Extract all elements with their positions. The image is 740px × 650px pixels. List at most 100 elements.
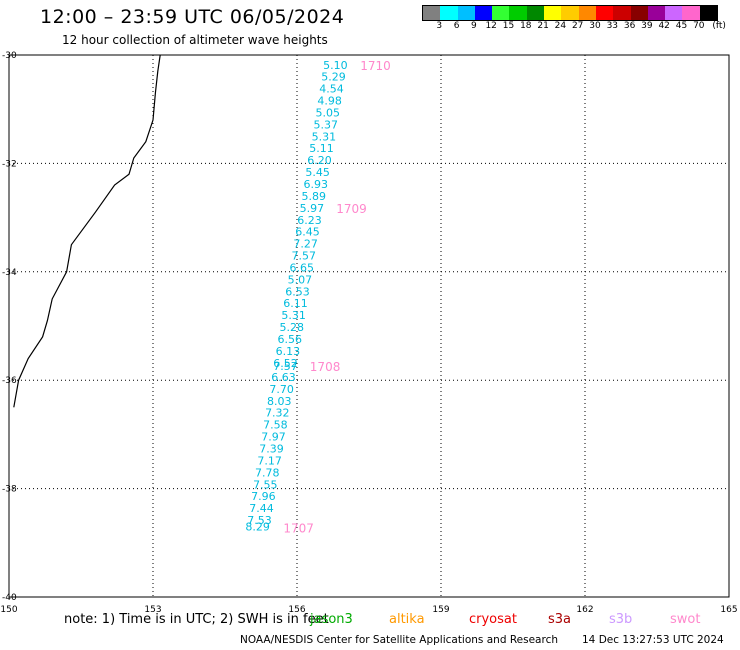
color-swatch (457, 6, 475, 20)
color-swatch (492, 6, 510, 20)
wave-height-value: 6.52 (273, 357, 298, 370)
australia-coastline (13, 54, 161, 408)
color-swatch (423, 6, 441, 20)
longitude-label: 150 (0, 605, 17, 615)
color-legend-label: 12 (485, 21, 497, 31)
map-title: 12:00 – 23:59 UTC 06/05/2024 (40, 6, 345, 28)
wave-height-value: 7.27 (293, 238, 318, 251)
wave-height-value: 7.53 (247, 514, 272, 527)
map-subtitle: 12 hour collection of altimeter wave hei… (62, 33, 328, 47)
wave-height-value: 7.70 (269, 383, 294, 396)
pass-time-label: 1710 (360, 59, 391, 73)
wave-height-value: 7.57 (291, 250, 316, 263)
satellite-legend-altika: altika (389, 612, 425, 627)
color-legend-label: 70 (693, 21, 705, 31)
wave-height-value: 7.97 (261, 431, 286, 444)
wave-height-value: 6.93 (303, 178, 328, 191)
wave-height-value: 7.39 (259, 442, 284, 455)
color-legend-label: 21 (537, 21, 549, 31)
color-swatch (699, 6, 718, 20)
pass-time-label: 1709 (336, 202, 367, 216)
color-legend-label: 39 (641, 21, 653, 31)
wave-height-value: 7.96 (251, 490, 276, 503)
color-legend-label: 27 (571, 21, 584, 31)
satellite-legend-s3b: s3b (609, 612, 633, 627)
color-legend-label: 33 (606, 21, 619, 31)
wave-height-value: 6.11 (283, 297, 308, 310)
wave-height-value: 5.45 (305, 166, 330, 179)
wave-height-value: 8.29 (245, 521, 270, 534)
wave-height-color-legend (422, 5, 719, 21)
satellite-legend-s3a: s3a (548, 612, 572, 627)
wave-height-value: 6.65 (290, 261, 315, 274)
color-legend-label: 9 (471, 21, 477, 31)
wave-height-value: 4.54 (319, 83, 344, 96)
color-legend-label: 45 (675, 21, 688, 31)
pass-time-label: 1707 (283, 522, 314, 536)
color-swatch (544, 6, 562, 20)
color-legend-labels: 3 6 9 12 15 18 21 24 27 30 33 36 39 42 45 70 (ft) (422, 21, 740, 33)
color-swatch (474, 6, 493, 20)
longitude-label: 162 (576, 605, 593, 615)
color-legend-label: 42 (658, 21, 670, 31)
satellite-legend-cryosat: cryosat (469, 612, 517, 627)
wave-height-value: 4.98 (317, 95, 342, 108)
wave-height-value: 7.32 (265, 407, 290, 420)
wave-height-value: 7.58 (263, 419, 288, 432)
wave-height-value: 7.78 (255, 466, 280, 479)
color-swatch (440, 6, 458, 20)
color-swatch (613, 6, 631, 20)
generation-timestamp: 14 Dec 13:27:53 UTC 2024 (582, 634, 724, 646)
longitude-label: 156 (288, 605, 305, 615)
wave-height-value: 5.11 (309, 142, 334, 155)
color-swatch (526, 6, 545, 20)
longitude-label: 153 (144, 605, 161, 615)
color-swatch (578, 6, 596, 20)
wave-height-value: 7.44 (249, 502, 274, 515)
longitude-label: 159 (432, 605, 449, 615)
color-swatch (665, 6, 683, 20)
color-legend-label: (ft) (712, 21, 726, 31)
wave-height-value: 6.20 (307, 154, 332, 167)
wave-height-value: 5.07 (288, 273, 313, 286)
wave-height-value: 5.97 (300, 202, 325, 215)
units-note: note: 1) Time is in UTC; 2) SWH is in fe… (64, 612, 329, 627)
color-legend-label: 24 (554, 21, 567, 31)
credit-line: NOAA/NESDIS Center for Satellite Applica… (240, 634, 558, 646)
wave-height-value: 7.57 (273, 360, 298, 373)
wave-height-value: 5.28 (279, 321, 304, 334)
wave-height-value: 7.55 (253, 478, 278, 491)
wave-height-value: 6.56 (278, 333, 303, 346)
wave-height-value: 6.13 (276, 345, 301, 358)
color-swatch (509, 6, 527, 20)
wave-height-value: 6.23 (297, 214, 322, 227)
wave-height-value: 5.05 (315, 106, 340, 119)
wave-height-value: 5.29 (321, 71, 346, 84)
color-legend-label: 15 (502, 21, 515, 31)
map-frame (8, 54, 730, 598)
satellite-legend-jason3: jason3 (310, 612, 353, 627)
color-legend-label: 3 (436, 21, 443, 31)
satellite-legend-swot: swot (670, 612, 701, 627)
color-legend-label: 36 (623, 21, 636, 31)
wave-height-value: 6.63 (271, 371, 296, 384)
wave-height-value: 5.31 (281, 309, 306, 322)
color-swatch (561, 6, 579, 20)
wave-height-value: 8.03 (267, 395, 292, 408)
wave-height-value: 7.17 (257, 454, 282, 467)
wave-height-value: 5.31 (312, 130, 337, 143)
pass-time-label: 1708 (310, 360, 341, 374)
latitude-label: -40 (2, 593, 17, 603)
color-swatch (647, 6, 666, 20)
longitude-label: 165 (720, 605, 737, 615)
wave-height-value: 6.53 (285, 285, 310, 298)
color-swatch (595, 6, 614, 20)
color-legend-label: 6 (453, 21, 460, 31)
color-legend-label: 18 (520, 21, 532, 31)
wave-height-value: 5.10 (323, 59, 348, 72)
color-swatch (630, 6, 648, 20)
wave-height-value: 5.37 (314, 118, 339, 131)
wave-height-value: 5.89 (302, 190, 327, 203)
color-legend-label: 30 (589, 21, 601, 31)
